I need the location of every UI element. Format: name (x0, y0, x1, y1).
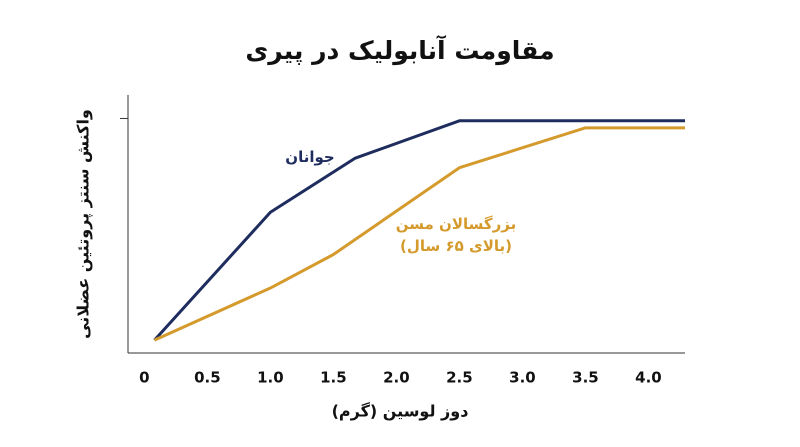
x-tick-label: 1.5 (320, 369, 347, 387)
series-label: بزرگسالان مسن (بالای ۶۵ سال) (395, 215, 517, 255)
x-tick-label: 3.0 (509, 369, 536, 387)
x-tick-label: 2.0 (383, 369, 410, 387)
y-axis-label: واکنش سنتز پروتئین عضلانی (74, 109, 94, 339)
series-line (153, 119, 685, 342)
series-line (153, 126, 685, 342)
x-tick-label: 3.5 (572, 369, 599, 387)
chart-title: مقاومت آنابولیک در پیری (245, 35, 554, 66)
series-label: جوانان (285, 148, 335, 166)
x-tick-label: 0.5 (194, 369, 221, 387)
x-tick-label: 4.0 (635, 369, 662, 387)
x-tick-label: 1.0 (257, 369, 284, 387)
x-axis-label: دوز لوسین (گرم) (332, 402, 469, 421)
x-tick-label: 2.5 (446, 369, 473, 387)
x-tick-label: 0 (139, 369, 149, 387)
